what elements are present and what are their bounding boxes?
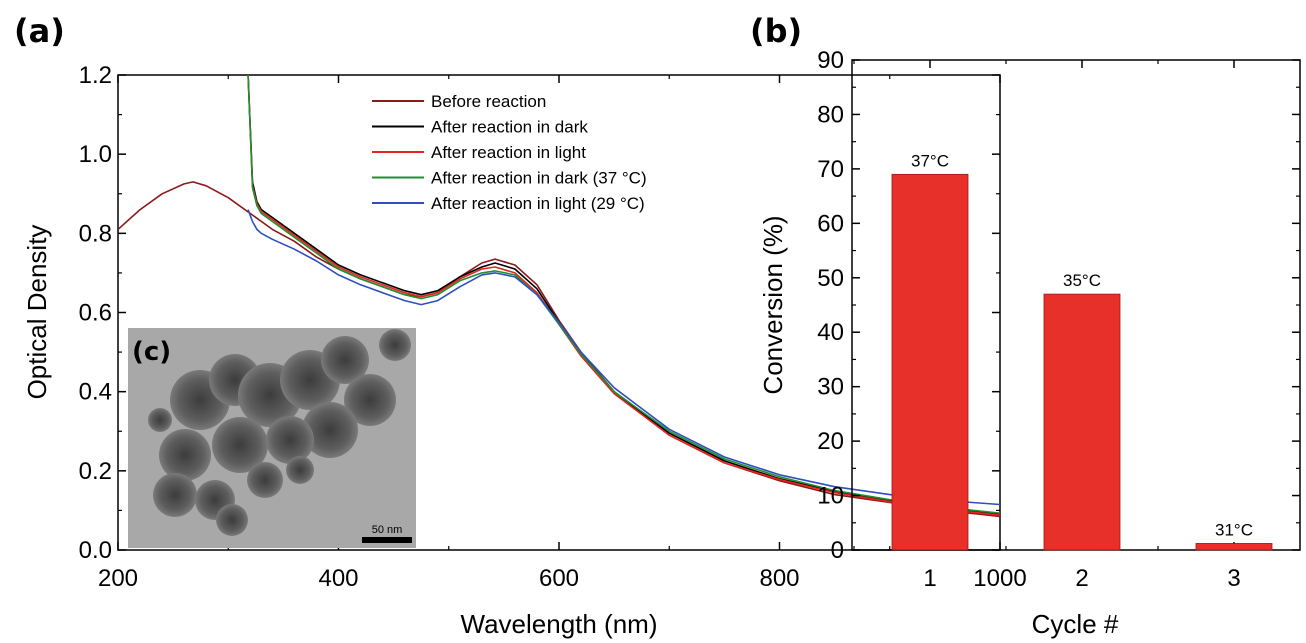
series-line-3 <box>247 75 1000 516</box>
a-series-lines <box>118 75 1000 518</box>
bar-data-label-3: 31°C <box>1215 520 1253 539</box>
y-tick-label-a: 0.2 <box>79 458 112 485</box>
y-tick-label-a: 0.4 <box>79 379 112 406</box>
x-axis-title-b: Cycle # <box>1032 609 1119 639</box>
x-tick-label-a: 1000 <box>973 565 1026 592</box>
tem-inset-image: 50 nm (c) <box>128 328 416 548</box>
scale-bar-text: 50 nm <box>372 524 403 536</box>
legend-label-3: After reaction in light <box>431 143 586 162</box>
panel-b-bar-chart: 0 10 20 30 40 50 60 70 80 90 1 2 3 37°C 35°C 31°C Cycl… <box>758 47 1301 639</box>
y-tick-label-a: 0.8 <box>79 220 112 247</box>
a-axis-ticks <box>117 74 1001 551</box>
scale-bar <box>362 537 412 543</box>
x-tick-label-a: 800 <box>759 565 799 592</box>
bar-cycle-3 <box>1195 543 1273 551</box>
legend-a: Before reaction After reaction in dark Aft… <box>372 92 647 213</box>
y-axis-title-b: Conversion (%) <box>758 215 788 394</box>
y-tick-label-b: 10 <box>817 483 844 510</box>
y-tick-label-b: 70 <box>817 156 844 183</box>
y-tick-label-b: 0 <box>831 537 844 564</box>
y-tick-label-a: 0.0 <box>79 537 112 564</box>
bar-cycle-1 <box>891 173 969 551</box>
x-tick-label-b: 1 <box>923 565 936 592</box>
y-tick-label-a: 1.2 <box>79 62 112 89</box>
y-tick-label-b: 90 <box>817 47 844 74</box>
b-axis-ticks <box>852 59 1300 551</box>
x-tick-label-b: 3 <box>1227 565 1240 592</box>
x-tick-label-a: 600 <box>539 565 579 592</box>
y-tick-label-a: 0.6 <box>79 300 112 327</box>
b-bars: 37°C 35°C 31°C <box>891 151 1273 551</box>
y-tick-label-b: 80 <box>817 101 844 128</box>
bar-data-label-1: 37°C <box>911 151 949 170</box>
y-tick-label-a: 1.0 <box>79 141 112 168</box>
panel-a-label: (a) <box>14 12 65 50</box>
series-line-2 <box>247 75 1000 516</box>
y-tick-label-b: 60 <box>817 210 844 237</box>
y-tick-label-b: 50 <box>817 265 844 292</box>
x-tick-label-b: 2 <box>1075 565 1088 592</box>
legend-label-4: After reaction in dark (37 °C) <box>431 169 647 188</box>
legend-label-2: After reaction in dark <box>431 118 588 137</box>
nanoparticle-cluster <box>148 329 411 536</box>
bar-data-label-2: 35°C <box>1063 271 1101 290</box>
panel-b-label: (b) <box>750 12 802 50</box>
y-tick-label-b: 20 <box>817 428 844 455</box>
x-axis-title-a: Wavelength (nm) <box>461 609 658 639</box>
legend-label-1: Before reaction <box>431 92 546 111</box>
b-tick-labels: 0 10 20 30 40 50 60 70 80 90 1 2 3 <box>817 47 1240 592</box>
y-axis-title-a: Optical Density <box>22 225 52 400</box>
series-line-5 <box>247 209 1000 506</box>
legend-label-5: After reaction in light (29 °C) <box>431 194 645 213</box>
panel-c-label: (c) <box>132 337 171 367</box>
series-line-4 <box>247 75 1000 514</box>
y-tick-label-b: 30 <box>817 374 844 401</box>
y-tick-label-b: 40 <box>817 319 844 346</box>
bar-cycle-2 <box>1043 293 1121 551</box>
x-tick-label-a: 400 <box>318 565 358 592</box>
x-tick-label-a: 200 <box>98 565 138 592</box>
